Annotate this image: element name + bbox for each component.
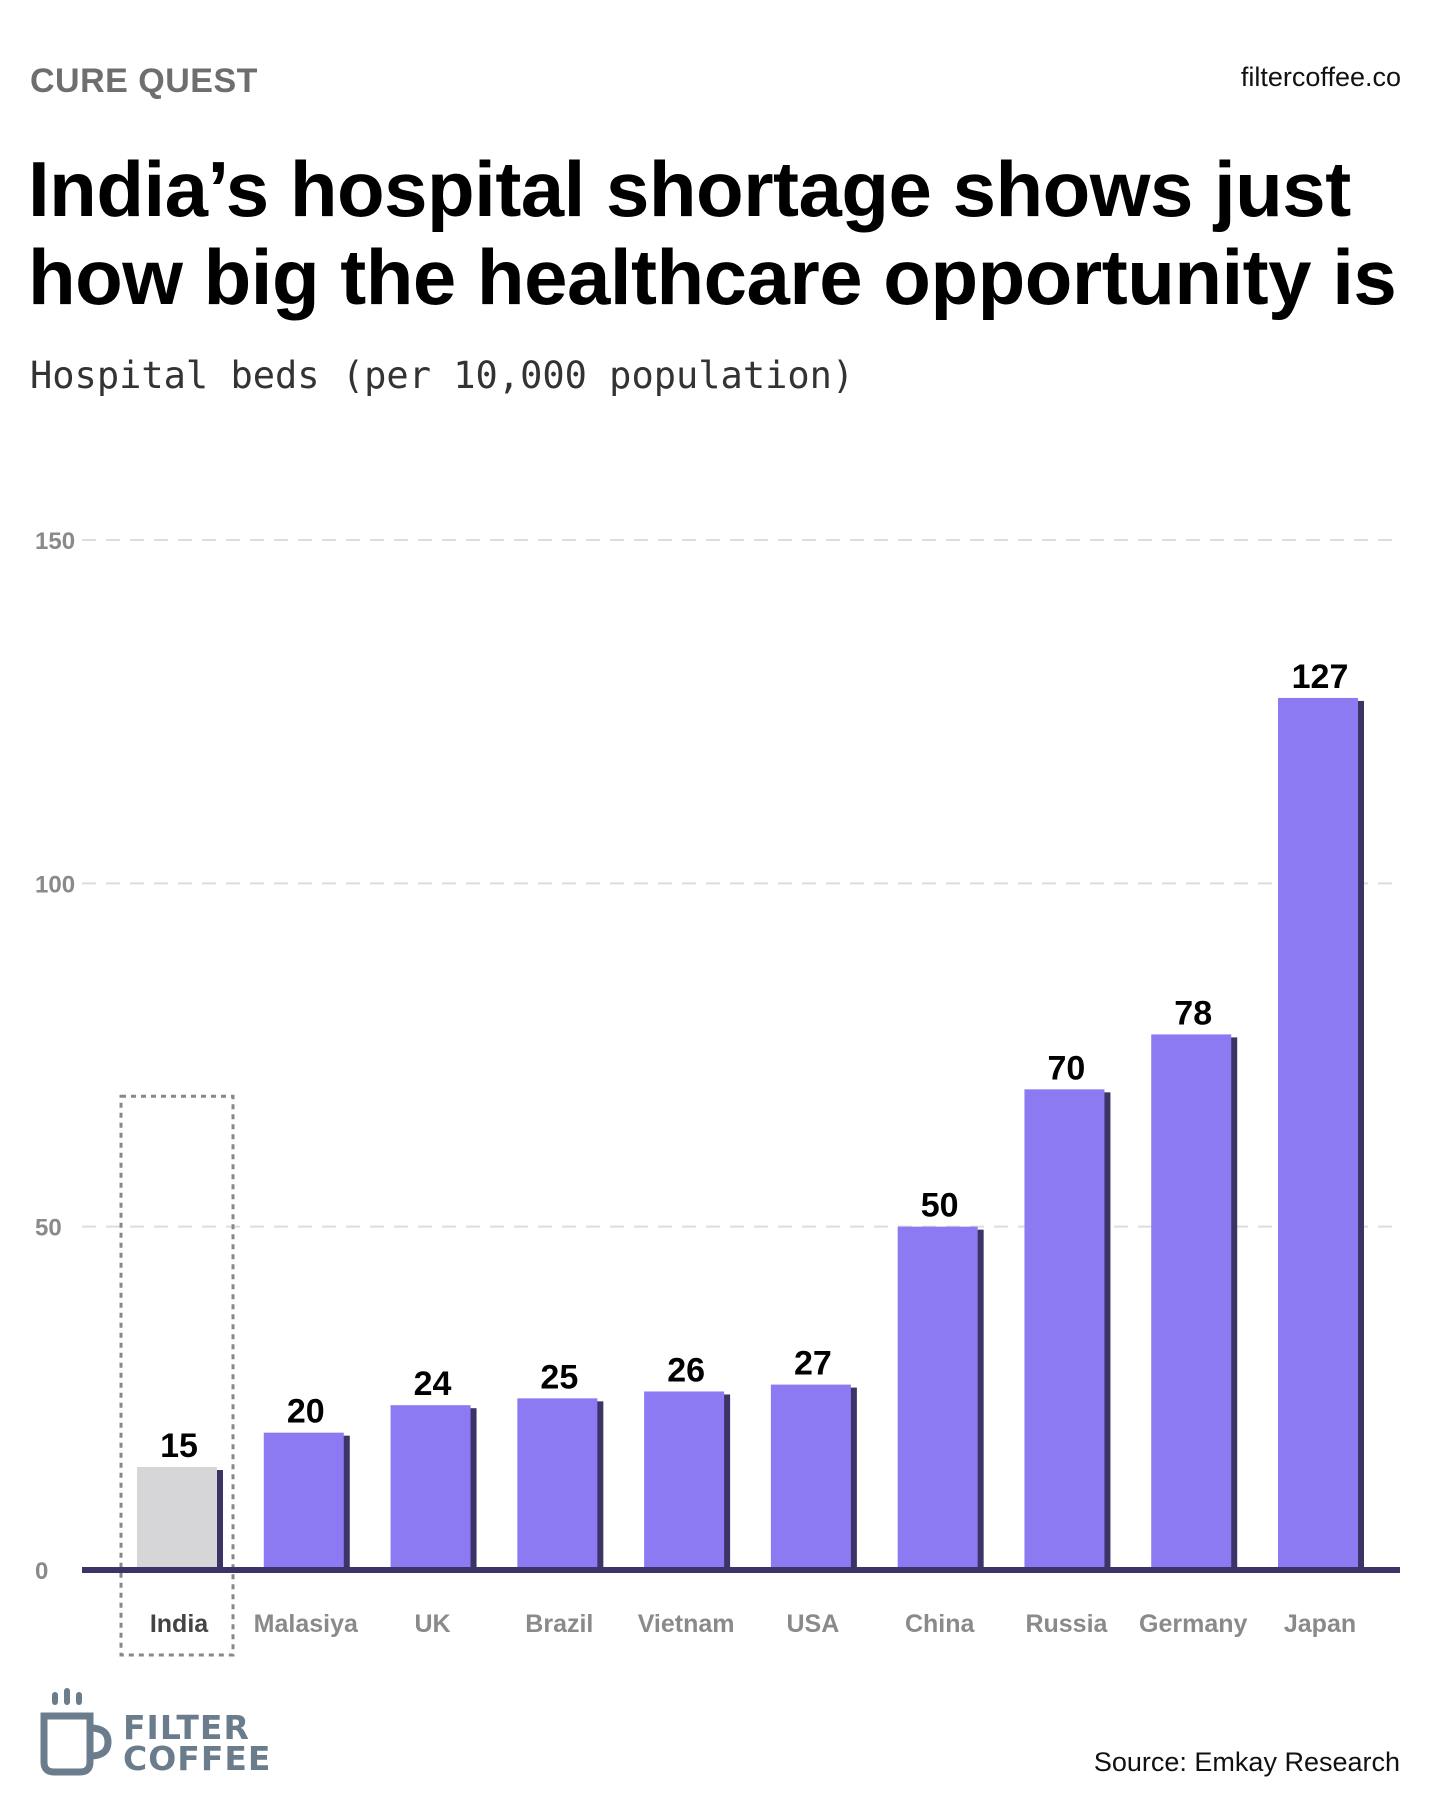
data-label: 27 bbox=[794, 1345, 832, 1383]
data-label: 24 bbox=[414, 1365, 452, 1403]
bar bbox=[644, 1391, 725, 1570]
bar bbox=[770, 1384, 851, 1570]
data-label: 70 bbox=[1048, 1049, 1086, 1087]
bar-chart: 0 50 100 150 15 India 20 Malasiya 24 UK 25 Brazil 26… bbox=[35, 528, 1400, 1657]
x-tick-label: USA bbox=[786, 1610, 839, 1638]
bar bbox=[263, 1432, 344, 1570]
logo-line1: FILTER bbox=[123, 1708, 250, 1747]
site-url: filtercoffee.co bbox=[1240, 62, 1401, 92]
y-tick-label: 150 bbox=[35, 528, 75, 555]
x-tick-label: Germany bbox=[1139, 1610, 1247, 1638]
data-label: 78 bbox=[1174, 994, 1212, 1032]
source-note: Source: Emkay Research bbox=[1093, 1747, 1400, 1777]
data-label: 25 bbox=[540, 1358, 578, 1396]
bar bbox=[137, 1467, 217, 1570]
data-label: 20 bbox=[287, 1393, 325, 1431]
bar bbox=[517, 1398, 598, 1570]
x-tick-label: India bbox=[150, 1610, 209, 1638]
x-tick-label: UK bbox=[415, 1610, 451, 1638]
data-label: 26 bbox=[667, 1351, 705, 1389]
x-tick-label: Vietnam bbox=[638, 1610, 735, 1638]
y-tick-label: 0 bbox=[35, 1558, 48, 1585]
bar bbox=[1278, 697, 1358, 1570]
x-tick-label: Japan bbox=[1284, 1610, 1356, 1638]
coffee-cup-logo-icon bbox=[40, 1688, 112, 1776]
y-tick-label: 100 bbox=[35, 871, 75, 898]
bar bbox=[390, 1405, 471, 1570]
bar bbox=[1151, 1034, 1232, 1570]
kicker: CURE QUEST bbox=[30, 62, 258, 100]
chart-title: India’s hospital shortage shows just how… bbox=[28, 145, 1397, 321]
data-label: 15 bbox=[160, 1427, 198, 1465]
data-label: 127 bbox=[1292, 658, 1349, 696]
chart-subtitle: Hospital beds (per 10,000 population) bbox=[30, 354, 855, 397]
y-tick-label: 50 bbox=[35, 1215, 62, 1242]
logo-wordmark: FILTER COFFEE bbox=[123, 1708, 272, 1778]
x-tick-label: China bbox=[905, 1610, 976, 1638]
logo-line2: COFFEE bbox=[123, 1739, 272, 1778]
highlight-box bbox=[119, 1094, 235, 1657]
x-tick-label: Russia bbox=[1025, 1610, 1108, 1638]
bar bbox=[897, 1226, 978, 1570]
x-tick-label: Malasiya bbox=[254, 1610, 359, 1638]
bar bbox=[1024, 1089, 1105, 1570]
data-label: 50 bbox=[921, 1187, 959, 1225]
x-tick-label: Brazil bbox=[525, 1610, 593, 1638]
